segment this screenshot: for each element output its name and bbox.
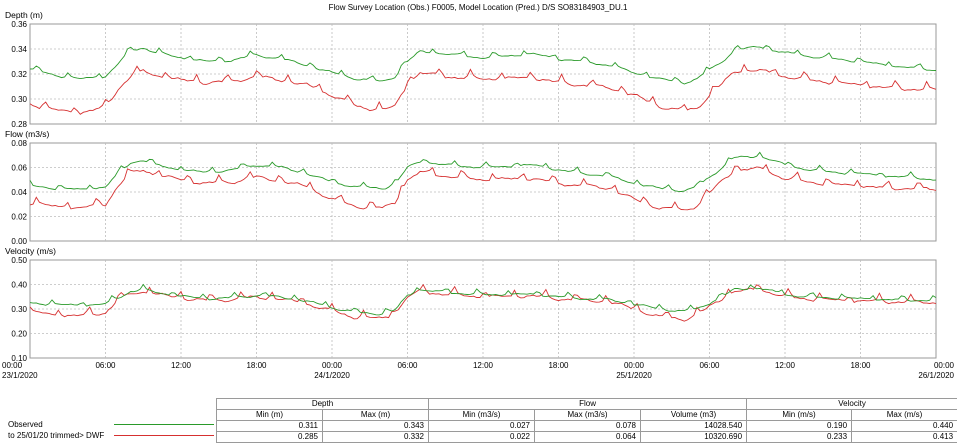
stats-group-flow: Flow — [429, 399, 747, 410]
stats-col-header: Max (m) — [323, 410, 429, 421]
x-tick-label: 12:00 — [171, 361, 192, 370]
x-tick-label: 06:00 — [699, 361, 720, 370]
y-tick-label: 0.32 — [11, 70, 27, 79]
stats-cell: 0.190 — [747, 421, 852, 432]
stats-cell: 0.233 — [747, 432, 852, 443]
stats-col-header: Min (m) — [217, 410, 323, 421]
x-tick-label: 00:00 — [934, 361, 955, 370]
stats-group-velocity: Velocity — [747, 399, 957, 410]
chart-title: Flow Survey Location (Obs.) F0005, Model… — [329, 3, 628, 12]
x-tick-label: 06:00 — [95, 361, 116, 370]
y-tick-label: 0.40 — [11, 281, 27, 290]
legend-line-swatch — [114, 435, 214, 436]
stats-col-header: Min (m/s) — [747, 410, 852, 421]
x-tick-label: 26/1/2020 — [918, 371, 954, 380]
x-tick-label: 18:00 — [548, 361, 569, 370]
y-tick-label: 0.28 — [11, 120, 27, 129]
panel-ylabel: Flow (m3/s) — [5, 129, 50, 139]
stats-cell: 0.440 — [852, 421, 957, 432]
x-tick-label: 12:00 — [775, 361, 796, 370]
panel-ylabel: Depth (m) — [5, 10, 43, 20]
x-tick-label: 24/1/2020 — [314, 371, 350, 380]
legend: Observed to 25/01/20 trimmed> DWF — [2, 419, 214, 441]
x-tick-label: 18:00 — [246, 361, 267, 370]
legend-line-swatch — [114, 424, 214, 425]
stats-cell: 0.343 — [323, 421, 429, 432]
y-tick-label: 0.34 — [11, 45, 27, 54]
y-tick-label: 0.50 — [11, 256, 27, 265]
stats-cell: 10320.690 — [641, 432, 747, 443]
x-tick-label: 25/1/2020 — [616, 371, 652, 380]
stats-cell: 14028.540 — [641, 421, 747, 432]
y-tick-label: 0.04 — [11, 188, 27, 197]
y-tick-label: 0.36 — [11, 20, 27, 29]
stats-cell: 0.413 — [852, 432, 957, 443]
stats-cell: 0.311 — [217, 421, 323, 432]
y-tick-label: 0.02 — [11, 213, 27, 222]
x-tick-label: 18:00 — [850, 361, 871, 370]
stats-cell: 0.027 — [429, 421, 535, 432]
stats-col-header: Max (m3/s) — [535, 410, 641, 421]
y-tick-label: 0.20 — [11, 330, 27, 339]
legend-label: Observed — [8, 419, 43, 430]
x-tick-label: 00:00 — [322, 361, 343, 370]
stats-table: Depth Flow Velocity Min (m) Max (m) Min … — [216, 398, 957, 443]
legend-label: to 25/01/20 trimmed> DWF — [8, 430, 104, 441]
y-tick-label: 0.30 — [11, 95, 27, 104]
flow-survey-chart: Flow Survey Location (Obs.) F0005, Model… — [0, 0, 957, 398]
stats-cell: 0.285 — [217, 432, 323, 443]
stats-header-row: Min (m) Max (m) Min (m3/s) Max (m3/s) Vo… — [217, 410, 957, 421]
x-tick-label: 00:00 — [2, 361, 23, 370]
y-tick-label: 0.30 — [11, 305, 27, 314]
y-tick-label: 0.00 — [11, 237, 27, 246]
stats-row-observed: 0.311 0.343 0.027 0.078 14028.540 0.190 … — [217, 421, 957, 432]
legend-item-observed: Observed — [2, 419, 214, 430]
x-tick-label: 00:00 — [624, 361, 645, 370]
stats-cell: 0.332 — [323, 432, 429, 443]
panel-ylabel: Velocity (m/s) — [5, 246, 56, 256]
stats-group-row: Depth Flow Velocity — [217, 399, 957, 410]
stats-group-depth: Depth — [217, 399, 429, 410]
x-tick-label: 06:00 — [397, 361, 418, 370]
stats-col-header: Max (m/s) — [852, 410, 957, 421]
x-tick-label: 12:00 — [473, 361, 494, 370]
y-tick-label: 0.08 — [11, 139, 27, 148]
y-tick-label: 0.06 — [11, 164, 27, 173]
stats-cell: 0.078 — [535, 421, 641, 432]
x-tick-label: 23/1/2020 — [2, 371, 38, 380]
series-line-predicted — [30, 285, 936, 322]
legend-item-predicted: to 25/01/20 trimmed> DWF — [2, 430, 214, 441]
stats-cell: 0.064 — [535, 432, 641, 443]
stats-cell: 0.022 — [429, 432, 535, 443]
stats-col-header: Volume (m3) — [641, 410, 747, 421]
stats-row-predicted: 0.285 0.332 0.022 0.064 10320.690 0.233 … — [217, 432, 957, 443]
stats-col-header: Min (m3/s) — [429, 410, 535, 421]
